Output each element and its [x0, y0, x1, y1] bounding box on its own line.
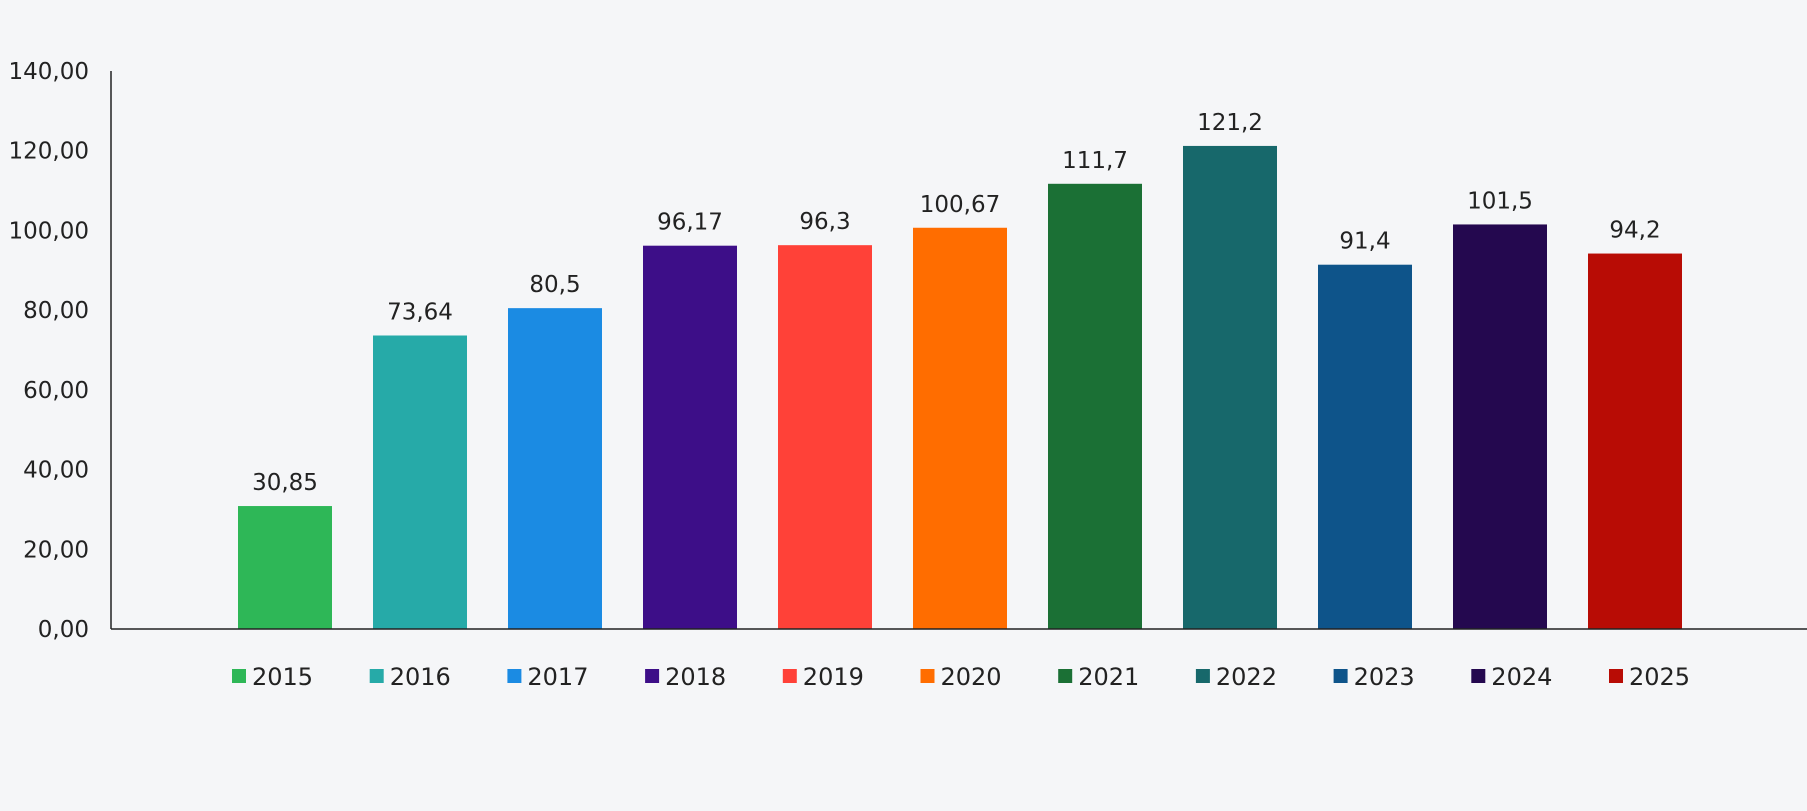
- data-label-2024: 101,5: [1467, 188, 1533, 214]
- legend-label: 2024: [1491, 663, 1552, 691]
- bar-2016: [373, 335, 467, 629]
- legend-label: 2020: [941, 663, 1002, 691]
- legend-item-2015: 2015: [232, 663, 313, 691]
- data-label-2019: 96,3: [799, 209, 850, 235]
- bar-2023: [1318, 264, 1412, 629]
- legend-label: 2017: [527, 663, 588, 691]
- legend-label: 2022: [1216, 663, 1277, 691]
- bar-2018: [643, 245, 737, 630]
- legend-swatch: [645, 669, 660, 683]
- legend-swatch: [1195, 669, 1210, 683]
- data-label-2016: 73,64: [387, 299, 453, 325]
- legend-label: 2025: [1629, 663, 1690, 691]
- legend-label: 2018: [665, 663, 726, 691]
- data-label-2025: 94,2: [1609, 218, 1660, 244]
- legend-swatch: [920, 669, 935, 683]
- data-label-2017: 80,5: [529, 272, 580, 298]
- bar-2015: [238, 506, 332, 629]
- data-labels-group: 30,85 73,64 80,5 96,17 96,3 100,67 111,7 121,2 9…: [252, 110, 1661, 496]
- y-tick-label: 100,00: [9, 218, 89, 244]
- legend-item-2025: 2025: [1609, 663, 1690, 691]
- data-label-2021: 111,7: [1062, 148, 1128, 174]
- legend-label: 2021: [1078, 663, 1139, 691]
- y-tick-label: 0,00: [38, 617, 89, 643]
- legend-swatch: [1609, 669, 1623, 683]
- y-tick-label: 120,00: [9, 139, 89, 165]
- legend-item-2020: 2020: [920, 663, 1002, 691]
- legend-item-2023: 2023: [1333, 663, 1415, 691]
- legend: 2015 2016 2017 2018 2019 2020 2021 2022 2023 2024…: [232, 663, 1690, 691]
- bar-2020: [913, 227, 1007, 629]
- legend-item-2018: 2018: [645, 663, 726, 691]
- legend-item-2016: 2016: [369, 663, 451, 691]
- bar-2022: [1183, 145, 1277, 629]
- y-tick-label: 20,00: [23, 537, 89, 563]
- bar-2024: [1453, 224, 1547, 629]
- y-tick-label: 80,00: [23, 298, 89, 324]
- legend-swatch: [1333, 669, 1348, 683]
- data-label-2018: 96,17: [657, 210, 723, 236]
- data-label-2022: 121,2: [1197, 110, 1263, 136]
- legend-item-2021: 2021: [1058, 663, 1139, 691]
- legend-item-2022: 2022: [1195, 663, 1277, 691]
- legend-label: 2015: [252, 663, 313, 691]
- legend-label: 2019: [803, 663, 864, 691]
- bar-2025: [1588, 253, 1682, 629]
- bars-group: [238, 145, 1682, 630]
- bar-2021: [1048, 183, 1142, 629]
- legend-label: 2023: [1354, 663, 1415, 691]
- legend-swatch: [232, 669, 246, 683]
- legend-swatch: [782, 669, 797, 683]
- data-label-2020: 100,67: [920, 192, 1000, 218]
- bar-2017: [508, 308, 602, 629]
- y-axis-ticks: 0,00 20,00 40,00 60,00 80,00 100,00 120,00 140,…: [9, 59, 89, 643]
- bar-2019: [778, 245, 872, 629]
- legend-item-2019: 2019: [782, 663, 864, 691]
- data-label-2023: 91,4: [1339, 229, 1390, 255]
- y-tick-label: 140,00: [9, 59, 89, 85]
- legend-swatch: [1471, 669, 1486, 683]
- y-tick-label: 40,00: [23, 458, 89, 484]
- legend-swatch: [507, 669, 522, 683]
- data-label-2015: 30,85: [252, 470, 318, 496]
- legend-swatch: [369, 669, 384, 683]
- legend-item-2017: 2017: [507, 663, 588, 691]
- legend-item-2024: 2024: [1471, 663, 1552, 691]
- legend-swatch: [1058, 669, 1073, 683]
- y-tick-label: 60,00: [23, 378, 89, 404]
- legend-label: 2016: [390, 663, 451, 691]
